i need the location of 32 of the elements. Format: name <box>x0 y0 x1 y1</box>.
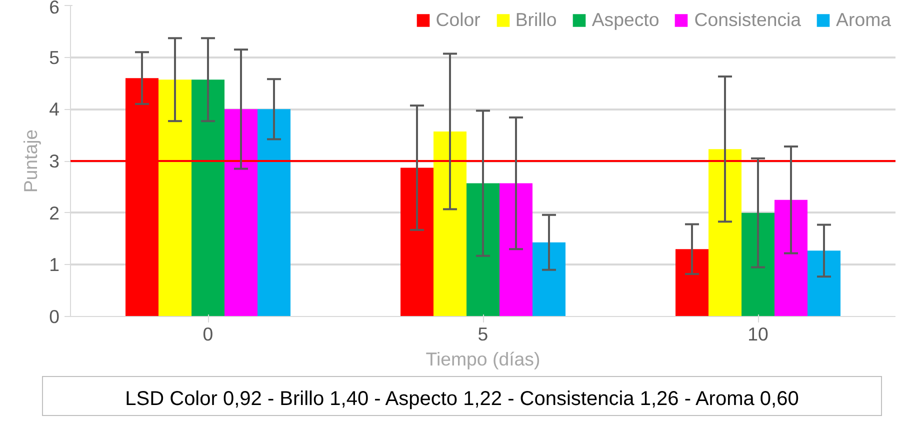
legend-label: Brillo <box>515 9 557 31</box>
bar <box>676 249 708 316</box>
y-tick-label: 4 <box>49 98 60 120</box>
bar <box>532 242 566 316</box>
bar <box>808 250 840 316</box>
y-tick-label: 1 <box>49 254 60 276</box>
bar <box>192 80 224 316</box>
y-tick-label: 3 <box>49 150 60 172</box>
bar <box>224 109 258 316</box>
bar <box>434 131 466 316</box>
y-tick-label: 2 <box>49 202 60 224</box>
bar <box>158 80 192 316</box>
legend-label: Aspecto <box>592 9 660 31</box>
legend-label: Color <box>436 9 480 31</box>
text: LSD Color 0,92 - Brillo 1,40 - Aspecto 1,22 - Consistencia 1,26 - Aroma 0,60 <box>125 387 799 412</box>
x-tick-label: 5 <box>478 324 488 344</box>
y-tick-label: 0 <box>49 306 60 327</box>
x-tick-label: 0 <box>202 324 214 344</box>
bar <box>400 168 434 316</box>
bar <box>258 109 290 316</box>
y-tick-label: 6 <box>49 0 60 18</box>
bar <box>742 212 774 316</box>
x-axis-title: Tiempo (días) <box>426 348 540 370</box>
legend-label: Aroma <box>836 9 891 31</box>
y-tick-label: 5 <box>49 46 60 68</box>
legend-label: Consistencia <box>694 9 802 31</box>
bar <box>500 183 532 316</box>
bar <box>774 200 808 316</box>
bar <box>466 183 500 316</box>
y-axis-title: Puntaje <box>20 129 42 193</box>
bar <box>708 149 742 316</box>
x-tick-label: 10 <box>748 324 768 344</box>
